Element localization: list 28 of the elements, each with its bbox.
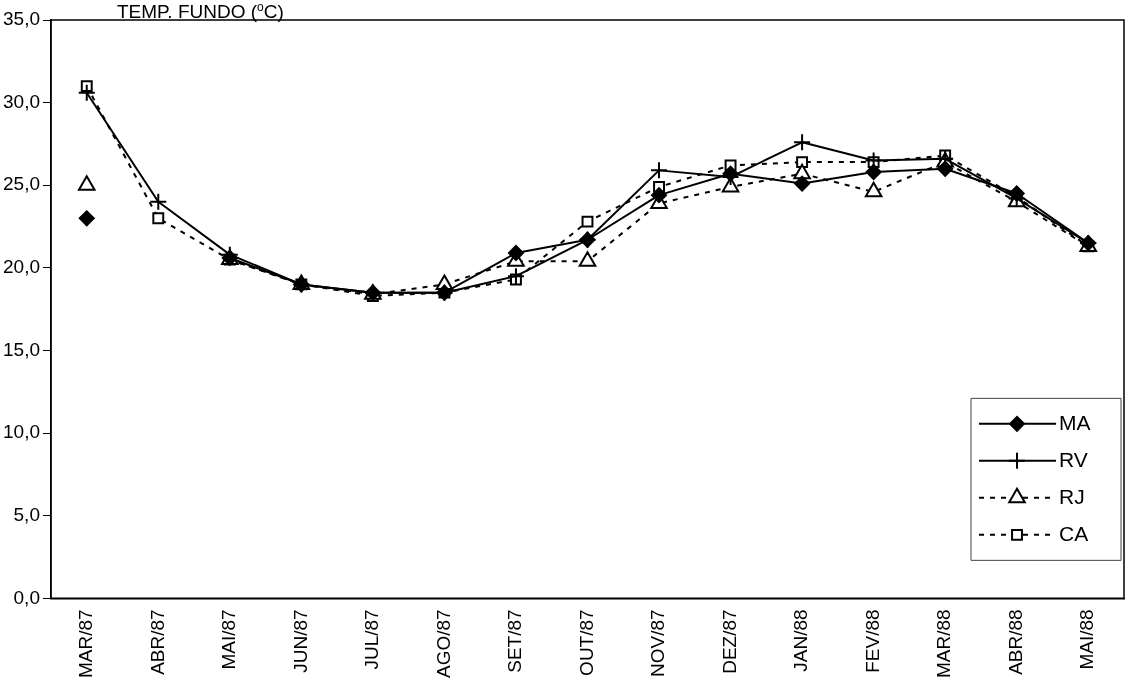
y-tick-label: 20,0 bbox=[3, 256, 40, 278]
legend-label: MA bbox=[1059, 410, 1091, 434]
x-tick-label: JUL/87 bbox=[361, 609, 383, 670]
x-tick-label: MAI/88 bbox=[1076, 609, 1098, 670]
y-tick-label: 0,0 bbox=[13, 586, 40, 608]
y-tick-label: 30,0 bbox=[3, 90, 40, 112]
x-tick-label: DEZ/87 bbox=[718, 609, 740, 674]
x-tick-label: ABR/87 bbox=[146, 609, 168, 675]
legend-label: RJ bbox=[1059, 484, 1085, 508]
x-tick-label: FEV/88 bbox=[861, 609, 883, 673]
y-tick-label: 15,0 bbox=[3, 338, 40, 360]
y-tick-label: 5,0 bbox=[13, 503, 40, 525]
x-tick-label: MAR/87 bbox=[74, 609, 96, 678]
chart-title: TEMP. FUNDO ($^{o}$C) bbox=[117, 0, 284, 24]
y-tick-label: 10,0 bbox=[3, 421, 40, 443]
legend-label: CA bbox=[1059, 521, 1089, 545]
x-tick-label: MAI/87 bbox=[218, 609, 240, 670]
y-tick-label: 35,0 bbox=[3, 8, 40, 30]
x-tick-label: NOV/87 bbox=[647, 609, 669, 677]
x-tick-label: OUT/87 bbox=[575, 609, 597, 676]
x-tick-label: ABR/88 bbox=[1004, 609, 1026, 675]
x-tick-label: SET/87 bbox=[504, 609, 526, 673]
legend-label: RV bbox=[1059, 447, 1088, 471]
x-tick-label: JUN/87 bbox=[289, 609, 311, 673]
x-tick-label: AGO/87 bbox=[432, 609, 454, 679]
y-tick-label: 25,0 bbox=[3, 173, 40, 195]
x-tick-label: JAN/88 bbox=[790, 609, 812, 672]
x-tick-label: MAR/88 bbox=[933, 609, 955, 678]
